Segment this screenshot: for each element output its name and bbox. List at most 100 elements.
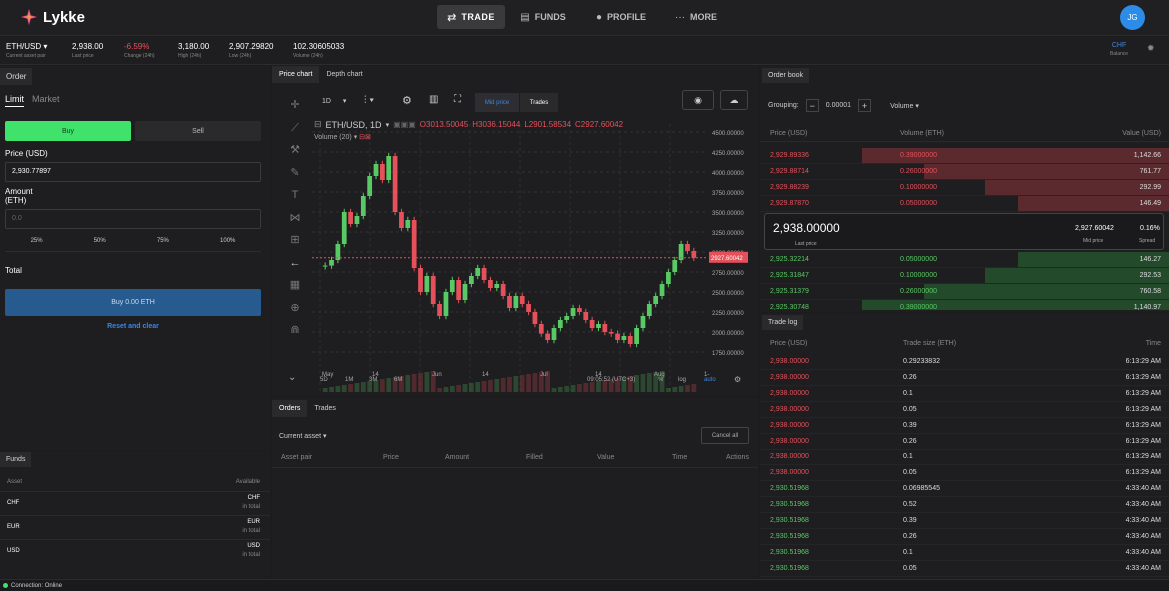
trade-time: 6:13:29 AM [1125,358,1161,365]
mid-price-toggle[interactable]: Mid price [475,93,519,112]
legend-tools-icon[interactable]: ▣▣▣ [393,120,416,129]
asset-filter[interactable]: Current asset ▾ [279,432,327,440]
orderbook-row[interactable]: 2,929.89336 0.39000000 1,142.66 [760,148,1169,164]
candle-type-icon[interactable]: ⫶ ▾ [364,95,375,106]
range-6m[interactable]: 6M [394,377,403,383]
bar-chart-icon[interactable]: ▥ [429,94,439,105]
x-tick-label: May [322,372,333,378]
log-scale-toggle[interactable]: log [678,377,687,383]
ob-volume: 0.10000000 [900,272,937,279]
price-input[interactable]: 2,930.77897 [5,162,261,182]
collapse-icon[interactable]: ⊟ [314,119,322,129]
collapse-chevron-icon[interactable]: ⌄ [288,372,297,383]
volume-bar [672,387,678,392]
pct-75-button[interactable]: 75% [156,238,169,244]
hide-icon[interactable]: ◉ [682,90,714,110]
volume-bar [691,384,697,392]
measure-icon[interactable]: ⊞ [290,234,300,246]
candle [367,176,373,196]
minus-button[interactable]: − [805,99,819,112]
tab-limit[interactable]: Limit [5,94,25,107]
volume-select[interactable]: Volume ▾ [890,102,919,110]
cloud-icon[interactable]: ☁ [720,90,748,110]
fib-icon[interactable]: ⚒ [290,144,300,156]
grouping-label: Grouping: [768,102,799,109]
nav-funds[interactable]: ▤ FUNDS [512,5,574,29]
volume-bar [608,379,614,392]
settings-gear-icon[interactable]: ✹ [1147,43,1155,53]
volume-bar [577,384,582,392]
orderbook-row[interactable]: 2,929.88714 0.26000000 761.77 [760,164,1169,180]
nav-trade[interactable]: ⇄ TRADE [437,5,505,29]
indicator-tools-icon[interactable]: ⊟⊠ [359,134,371,141]
ruler-icon[interactable]: ▦ [289,279,301,291]
percent-buttons: 25% 50% 75% 100% [5,238,261,244]
brush-icon[interactable]: ✎ [290,166,300,179]
tab-depth-chart[interactable]: Depth chart [326,71,363,78]
range-3m[interactable]: 3M [369,377,378,383]
price-label: Price (USD) [5,149,48,158]
orderbook-row[interactable]: 2,925.32214 0.05000000 146.27 [760,252,1169,268]
reset-and-clear-link[interactable]: Reset and clear [107,323,159,330]
percent-scale-toggle[interactable]: % [658,377,664,383]
volume-bar [430,371,436,392]
crosshair-icon[interactable]: ✛ [290,99,300,111]
range-5d[interactable]: 5D [320,377,328,383]
tab-price-chart[interactable]: Price chart [272,66,320,83]
volume-bar [500,378,506,392]
pattern-icon[interactable]: ⋈ [289,211,301,224]
trade-row: 2,938.00000 0.26 6:13:29 AM [760,434,1169,450]
nav-profile[interactable]: ● PROFILE [588,5,654,29]
orderbook-row[interactable]: 2,929.88239 0.10000000 292.99 [760,180,1169,196]
range-1m[interactable]: 1M [345,377,354,383]
pct-50-button[interactable]: 50% [93,238,106,244]
pct-25-button[interactable]: 25% [30,238,43,244]
balance[interactable]: CHF Balance [1110,42,1128,57]
chart-settings-gear-icon[interactable]: ⚙ [734,375,742,384]
cancel-all-button[interactable]: Cancel all [701,427,749,444]
asset-filter-label: Current asset [279,433,322,440]
pair-selector[interactable]: ETH/USD ▾ Current asset pair [6,42,47,59]
low-24h: 2,907.29820 [229,42,274,51]
tab-market[interactable]: Market [32,94,60,104]
x-tick-label: Jul [540,372,548,378]
orderbook-row[interactable]: 2,925.31847 0.10000000 292.53 [760,268,1169,284]
ob-volume: 0.26000000 [900,168,937,175]
chart-symbol[interactable]: ETH/USD, 1D [325,119,382,130]
depth-bar [923,164,1169,179]
orderbook-row[interactable]: 2,925.31379 0.26000000 760.58 [760,284,1169,300]
zoom-icon[interactable]: ⊕ [290,301,300,314]
volume-bar [380,379,385,392]
x-tick-label: Jun [432,372,442,378]
nav-more[interactable]: ··· MORE [668,5,724,29]
volume-bar [443,387,449,392]
amount-input[interactable]: 0.0 [5,209,261,229]
orderbook-row[interactable]: 2,929.87870 0.05000000 146.49 [760,196,1169,212]
buy-side-button[interactable]: Buy [5,121,131,141]
fullscreen-icon[interactable]: ⛶ [454,94,461,105]
depth-bar [984,268,1169,283]
orderbook-row[interactable]: 2,925.30748 0.39000000 1,140.97 [760,300,1169,310]
user-avatar[interactable]: JG [1120,5,1145,30]
tab-orders[interactable]: Orders [272,400,308,417]
trades-toggle[interactable]: Trades [520,93,558,112]
auto-scale-toggle[interactable]: auto [704,377,716,383]
pct-100-button[interactable]: 100% [220,238,236,244]
trend-line-icon[interactable]: ⟋ [291,121,299,134]
text-icon[interactable]: T [291,189,299,201]
submit-order-button[interactable]: Buy 0.00 ETH [5,289,261,316]
ob-price: 2,929.88239 [770,184,809,191]
magnet-icon[interactable]: ⋒ [290,324,300,336]
back-arrow-icon[interactable]: ← [289,256,301,269]
candlestick-chart[interactable]: 4500.00000 4250.00000 4000.00000 3750.00000… [312,114,748,428]
ob-spread-label: Spread [1139,238,1156,244]
interval-select[interactable]: 1D ▾ [322,97,346,105]
chart-legend: ⊟ ETH/USD, 1D ▾ ▣▣▣ O3013.50045 H3036.15… [314,119,623,130]
col-actions: Actions [726,454,749,461]
sell-side-button[interactable]: Sell [135,121,261,141]
volume-bar [373,380,379,392]
tab-trades[interactable]: Trades [314,405,336,412]
indicators-gear-icon[interactable]: ⚙ [402,95,412,107]
brand-logo[interactable]: Lykke [20,8,85,26]
plus-button[interactable]: + [858,99,872,112]
